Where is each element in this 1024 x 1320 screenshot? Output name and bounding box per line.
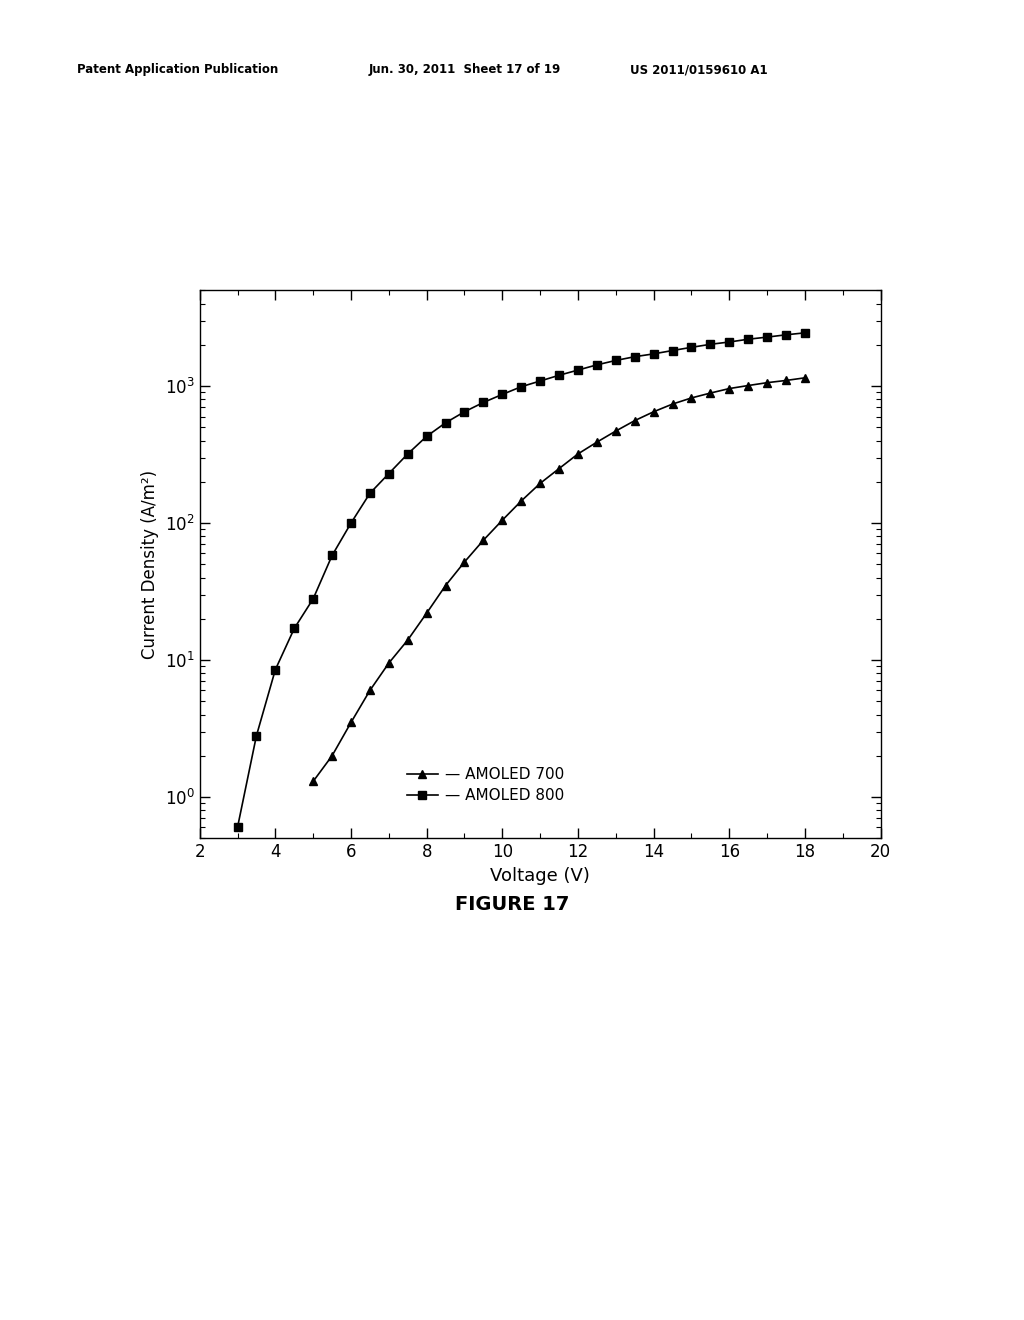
— AMOLED 800 — [553, 367, 565, 383]
— AMOLED 700 — [705, 385, 717, 401]
— AMOLED 800 — [609, 352, 622, 368]
— AMOLED 800 — [497, 387, 509, 403]
— AMOLED 800 — [629, 348, 641, 364]
Text: FIGURE 17: FIGURE 17 — [455, 895, 569, 913]
Line: — AMOLED 700: — AMOLED 700 — [309, 374, 809, 785]
— AMOLED 800 — [288, 620, 300, 636]
— AMOLED 700 — [383, 655, 395, 671]
Line: — AMOLED 800: — AMOLED 800 — [233, 329, 809, 832]
Legend: — AMOLED 700, — AMOLED 800: — AMOLED 700, — AMOLED 800 — [407, 767, 564, 803]
— AMOLED 800 — [383, 466, 395, 482]
— AMOLED 700 — [364, 682, 376, 698]
— AMOLED 700 — [780, 372, 793, 388]
— AMOLED 700 — [307, 774, 319, 789]
— AMOLED 800 — [459, 404, 471, 420]
— AMOLED 700 — [535, 475, 547, 491]
— AMOLED 700 — [799, 370, 811, 385]
— AMOLED 700 — [571, 446, 584, 462]
— AMOLED 700 — [345, 714, 357, 730]
— AMOLED 800 — [761, 329, 773, 345]
— AMOLED 700 — [477, 532, 489, 548]
— AMOLED 800 — [535, 374, 547, 389]
— AMOLED 700 — [439, 578, 452, 594]
— AMOLED 800 — [571, 362, 584, 378]
— AMOLED 800 — [647, 346, 659, 362]
— AMOLED 800 — [515, 379, 527, 395]
— AMOLED 800 — [667, 343, 679, 359]
Text: Patent Application Publication: Patent Application Publication — [77, 63, 279, 77]
— AMOLED 800 — [685, 339, 697, 355]
— AMOLED 700 — [761, 375, 773, 391]
— AMOLED 800 — [477, 395, 489, 411]
— AMOLED 800 — [250, 727, 262, 743]
Text: US 2011/0159610 A1: US 2011/0159610 A1 — [630, 63, 767, 77]
— AMOLED 800 — [780, 327, 793, 343]
— AMOLED 700 — [326, 748, 338, 764]
— AMOLED 800 — [742, 331, 755, 347]
— AMOLED 800 — [591, 356, 603, 372]
— AMOLED 700 — [723, 380, 735, 396]
— AMOLED 700 — [647, 404, 659, 420]
X-axis label: Voltage (V): Voltage (V) — [490, 867, 590, 884]
— AMOLED 800 — [326, 548, 338, 564]
— AMOLED 800 — [307, 591, 319, 607]
— AMOLED 700 — [497, 512, 509, 528]
— AMOLED 700 — [421, 605, 433, 620]
— AMOLED 700 — [742, 378, 755, 393]
— AMOLED 700 — [459, 554, 471, 570]
— AMOLED 800 — [364, 486, 376, 502]
— AMOLED 800 — [421, 429, 433, 445]
— AMOLED 800 — [231, 820, 244, 836]
— AMOLED 700 — [685, 389, 697, 405]
— AMOLED 700 — [553, 461, 565, 477]
Text: Jun. 30, 2011  Sheet 17 of 19: Jun. 30, 2011 Sheet 17 of 19 — [369, 63, 561, 77]
— AMOLED 800 — [401, 446, 414, 462]
— AMOLED 800 — [723, 334, 735, 350]
— AMOLED 700 — [401, 632, 414, 648]
Y-axis label: Current Density (A/m²): Current Density (A/m²) — [141, 470, 160, 659]
— AMOLED 700 — [667, 396, 679, 412]
— AMOLED 800 — [345, 515, 357, 531]
— AMOLED 800 — [799, 325, 811, 341]
— AMOLED 700 — [629, 413, 641, 429]
— AMOLED 800 — [705, 337, 717, 352]
— AMOLED 700 — [609, 424, 622, 440]
— AMOLED 700 — [591, 434, 603, 450]
— AMOLED 700 — [515, 494, 527, 510]
— AMOLED 800 — [439, 414, 452, 430]
— AMOLED 800 — [269, 661, 282, 677]
